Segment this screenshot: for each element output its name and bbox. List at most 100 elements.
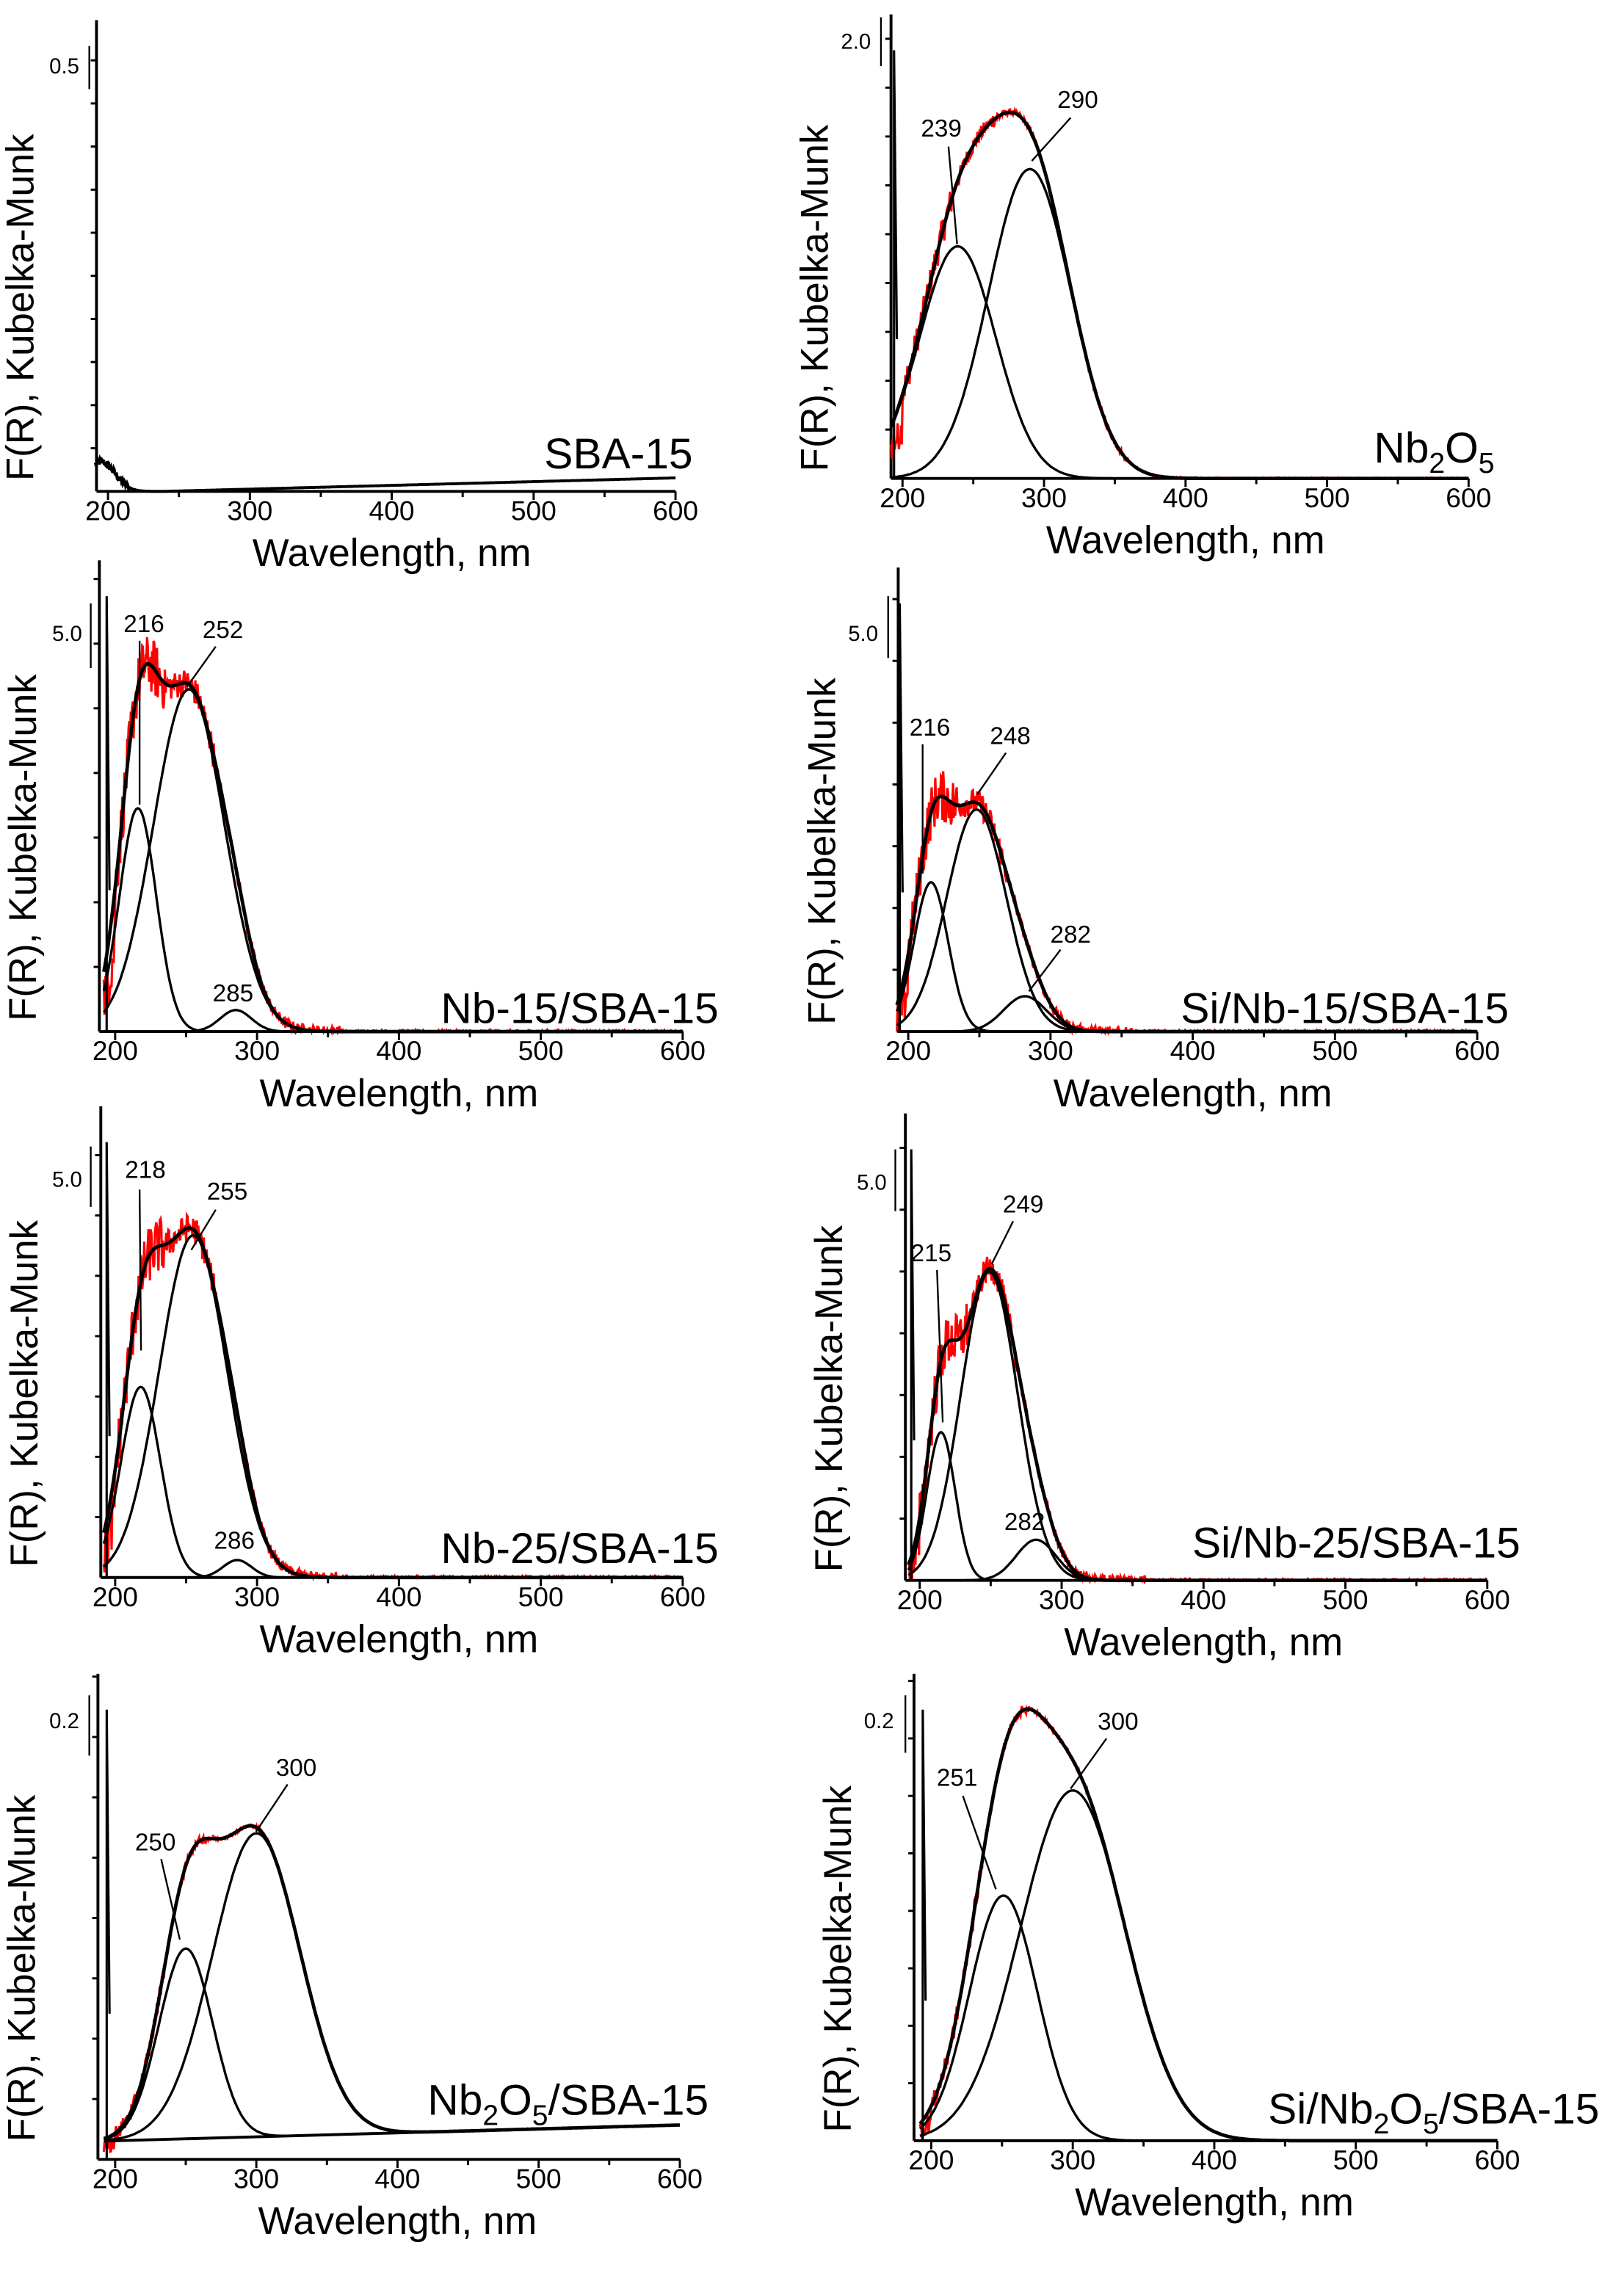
sample-label-part: 5 bbox=[532, 2100, 548, 2131]
chart-panel-2: 200 300 400 500 600 Wavelength, nm F(R), Kubel… bbox=[794, 14, 1495, 562]
x-tick-label: 600 bbox=[660, 1581, 706, 1612]
peak-label: 248 bbox=[990, 723, 1030, 750]
x-tick-label: 300 bbox=[1050, 2144, 1095, 2175]
peak-label: 300 bbox=[1098, 1708, 1138, 1736]
fit-component-252 bbox=[103, 688, 683, 1033]
scale-bar-label: 0.2 bbox=[49, 1709, 79, 1733]
peak-label: 290 bbox=[1057, 87, 1098, 114]
y-axis-label: F(R), Kubelka-Munk bbox=[816, 1785, 860, 2132]
x-axis-label: Wavelength, nm bbox=[259, 1072, 538, 1115]
y-axis-label: F(R), Kubelka-Munk bbox=[0, 134, 42, 481]
sample-label: Nb-15/SBA-15 bbox=[441, 984, 718, 1032]
spectrum-curve bbox=[93, 453, 676, 493]
sample-label-part: /SBA-15 bbox=[1439, 2085, 1600, 2133]
x-tick-label: 200 bbox=[897, 1584, 943, 1615]
x-tick-label: 400 bbox=[376, 1581, 421, 1612]
sample-label-part: Si/Nb-15/SBA-15 bbox=[1181, 984, 1509, 1032]
peak-label: 300 bbox=[276, 1755, 316, 1782]
x-tick-label: 500 bbox=[1312, 1035, 1357, 1066]
sample-label: Nb2O5/SBA-15 bbox=[427, 2077, 708, 2132]
sample-label: SBA-15 bbox=[544, 430, 692, 478]
x-tick-label: 600 bbox=[1454, 1035, 1500, 1066]
y-axis-label: F(R), Kubelka-Munk bbox=[794, 124, 837, 471]
peak-label: 215 bbox=[911, 1240, 951, 1267]
sample-label: Si/Nb-15/SBA-15 bbox=[1181, 984, 1509, 1032]
peak-label: 251 bbox=[937, 1765, 977, 1792]
experimental-curve bbox=[918, 1704, 1498, 2143]
peak-leader-line bbox=[1028, 949, 1062, 993]
sample-label-part: /SBA-15 bbox=[548, 2077, 709, 2125]
x-tick-label: 400 bbox=[1170, 1035, 1216, 1066]
sample-label-part: Nb-25/SBA-15 bbox=[441, 1525, 718, 1573]
scale-bar-label: 5.0 bbox=[857, 1170, 887, 1194]
x-tick-label: 500 bbox=[1323, 1584, 1369, 1615]
x-tick-label: 500 bbox=[1305, 482, 1350, 513]
x-axis-label: Wavelength, nm bbox=[1075, 2181, 1354, 2224]
sample-label: Si/Nb-25/SBA-15 bbox=[1192, 1519, 1520, 1567]
x-tick-label: 600 bbox=[653, 495, 698, 526]
y-axis-label: F(R), Kubelka-Munk bbox=[0, 1794, 43, 2142]
y-axis-label: F(R), Kubelka-Munk bbox=[800, 678, 844, 1025]
x-tick-label: 500 bbox=[518, 1581, 564, 1612]
x-tick-label: 500 bbox=[1333, 2144, 1379, 2175]
x-tick-label: 300 bbox=[1021, 482, 1067, 513]
x-axis-label: Wavelength, nm bbox=[1064, 1620, 1343, 1664]
y-axis-label: F(R), Kubelka-Munk bbox=[808, 1225, 851, 1572]
sample-label: Nb-25/SBA-15 bbox=[441, 1525, 718, 1573]
x-tick-label: 300 bbox=[233, 2163, 279, 2194]
x-tick-label: 200 bbox=[93, 2163, 138, 2194]
chart-panel-7: 200 300 400 500 600 Wavelength, nm F(R), Kubel… bbox=[0, 1673, 708, 2243]
peak-leader-line bbox=[947, 146, 958, 244]
peak-leader-line bbox=[186, 645, 217, 688]
x-axis-label: Wavelength, nm bbox=[1046, 518, 1325, 562]
x-axis-label: Wavelength, nm bbox=[259, 1618, 538, 1661]
sample-label-part: O bbox=[1445, 424, 1479, 472]
peak-label: 218 bbox=[125, 1157, 165, 1184]
peak-label: 250 bbox=[135, 1830, 175, 1857]
x-tick-label: 300 bbox=[1039, 1584, 1084, 1615]
peak-leader-line bbox=[962, 1795, 997, 1890]
peak-leader-line bbox=[1070, 1738, 1108, 1790]
baseline bbox=[104, 2123, 681, 2143]
peak-leader-line bbox=[255, 1783, 289, 1832]
x-tick-label: 200 bbox=[93, 1035, 138, 1066]
sample-label-part: Si/Nb bbox=[1268, 2085, 1374, 2133]
sample-label-part: SBA-15 bbox=[544, 430, 692, 478]
x-tick-label: 500 bbox=[518, 1035, 564, 1066]
x-tick-label: 600 bbox=[1474, 2144, 1520, 2175]
sample-label-part: Si/Nb-25/SBA-15 bbox=[1192, 1519, 1520, 1567]
x-axis-label: Wavelength, nm bbox=[253, 532, 532, 575]
experimental-curve bbox=[102, 1211, 684, 1581]
x-tick-label: 200 bbox=[85, 495, 131, 526]
x-axis-label: Wavelength, nm bbox=[1054, 1072, 1333, 1115]
x-tick-label: 300 bbox=[227, 495, 272, 526]
x-tick-label: 400 bbox=[1181, 1584, 1226, 1615]
x-tick-label: 400 bbox=[1163, 482, 1208, 513]
spike-artifact bbox=[893, 50, 899, 479]
sample-label-part: Nb-15/SBA-15 bbox=[441, 984, 718, 1032]
spike-artifact bbox=[105, 596, 111, 1032]
x-tick-label: 400 bbox=[374, 2163, 420, 2194]
x-tick-label: 400 bbox=[1192, 2144, 1237, 2175]
sample-label-part: 2 bbox=[1429, 448, 1445, 479]
chart-panel-1: 200 300 400 500 600 Wavelength, nm F(R), Kubel… bbox=[0, 20, 698, 575]
experimental-curve bbox=[102, 637, 684, 1037]
scale-bar-label: 0.5 bbox=[49, 54, 79, 79]
chart-panel-8: 200 300 400 500 600 Wavelength, nm F(R), Kubel… bbox=[816, 1673, 1600, 2224]
x-tick-label: 200 bbox=[885, 1035, 931, 1066]
peak-leader-line bbox=[1031, 117, 1072, 162]
sample-label-part: Nb bbox=[427, 2077, 482, 2125]
x-tick-label: 200 bbox=[93, 1581, 138, 1612]
fit-sum-curve bbox=[918, 1707, 1498, 2143]
chart-panel-4: 200 300 400 500 600 Wavelength, nm F(R), Kubel… bbox=[800, 568, 1509, 1115]
sample-label-part: O bbox=[1389, 2085, 1423, 2133]
fit-sum-curve bbox=[102, 1226, 683, 1580]
peak-leader-line bbox=[190, 1209, 217, 1251]
sample-label-part: O bbox=[499, 2077, 532, 2125]
scale-bar-label: 5.0 bbox=[52, 622, 82, 646]
sample-label-part: 2 bbox=[482, 2100, 499, 2131]
sample-label-part: 2 bbox=[1374, 2108, 1390, 2140]
sample-label-part: 5 bbox=[1423, 2108, 1439, 2140]
y-axis-label: F(R), Kubelka-Munk bbox=[3, 1219, 46, 1567]
